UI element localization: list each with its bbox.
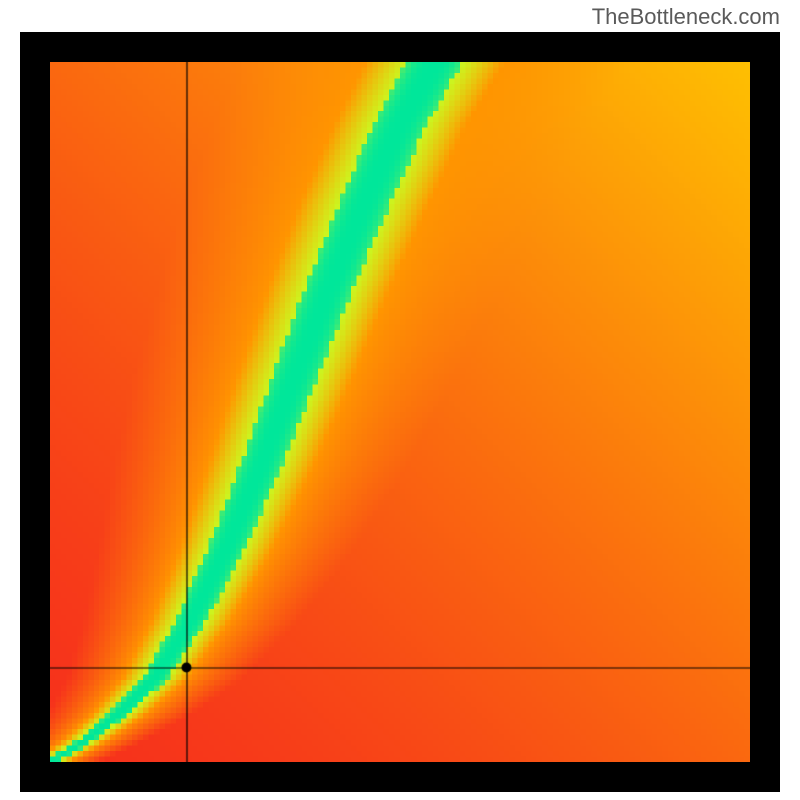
chart-container: TheBottleneck.com	[0, 0, 800, 800]
attribution-text: TheBottleneck.com	[592, 4, 780, 30]
overlay-canvas	[50, 62, 750, 762]
